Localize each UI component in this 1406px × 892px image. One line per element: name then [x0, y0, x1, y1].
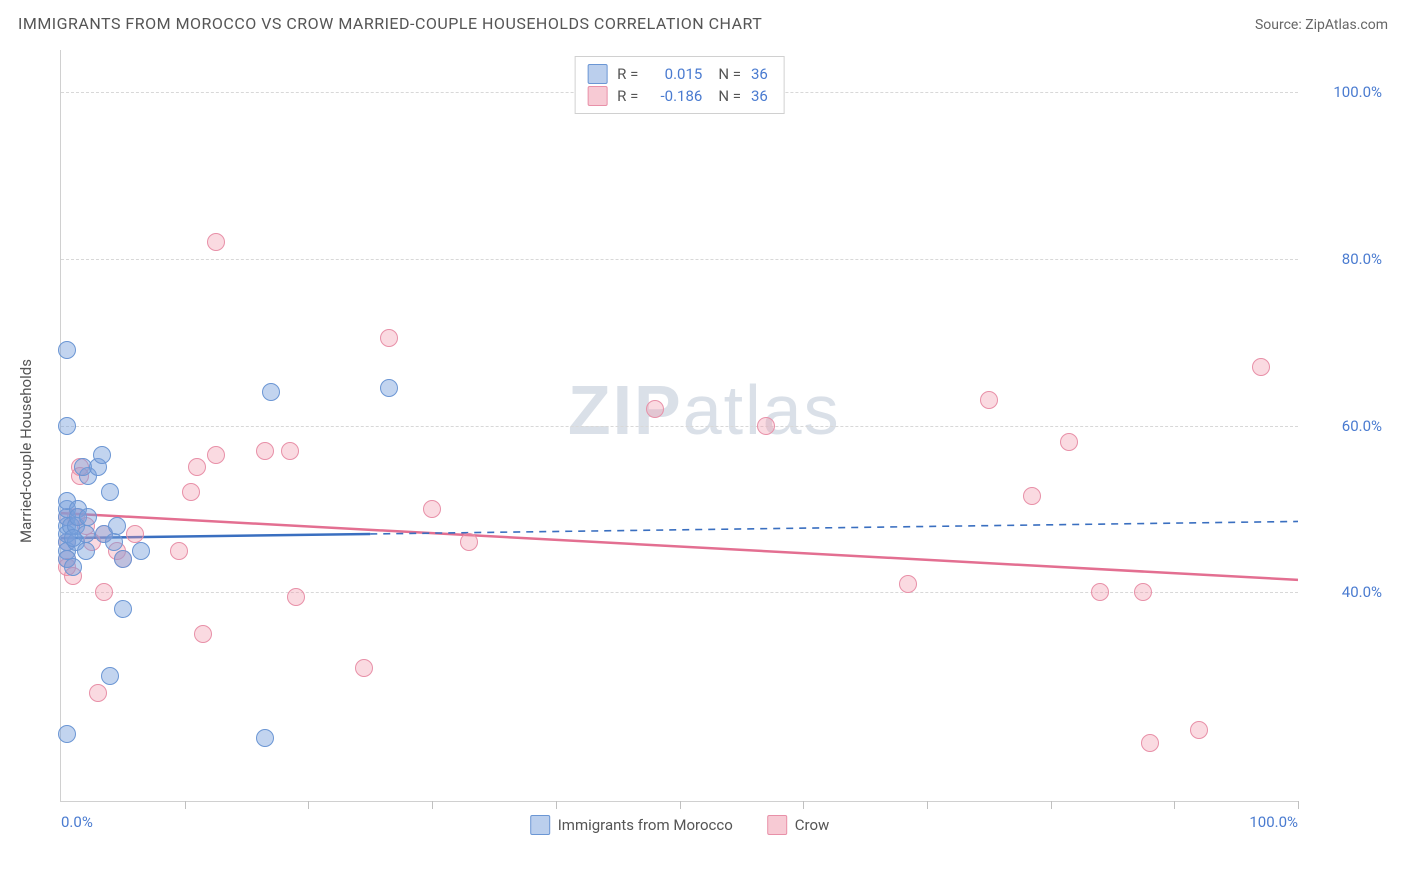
data-point [114, 600, 132, 618]
swatch-pink-icon [767, 815, 787, 835]
data-point [1141, 734, 1159, 752]
data-point [132, 542, 150, 560]
correlation-legend: R = 0.015 N = 36 R = -0.186 N = 36 [574, 56, 785, 114]
data-point [58, 341, 76, 359]
data-point [262, 383, 280, 401]
x-tick [556, 801, 557, 809]
data-point [170, 542, 188, 560]
x-axis-max-label: 100.0% [1249, 813, 1298, 831]
data-point [1134, 583, 1152, 601]
grid-line [61, 259, 1298, 260]
data-point [1091, 583, 1109, 601]
chart-title: IMMIGRANTS FROM MOROCCO VS CROW MARRIED-… [18, 14, 762, 33]
data-point [355, 659, 373, 677]
x-tick [1298, 801, 1299, 809]
data-point [182, 483, 200, 501]
data-point [194, 625, 212, 643]
x-tick [1051, 801, 1052, 809]
data-point [1023, 487, 1041, 505]
data-point [64, 558, 82, 576]
data-point [207, 233, 225, 251]
grid-line [61, 426, 1298, 427]
data-point [126, 525, 144, 543]
data-point [93, 446, 111, 464]
x-tick [308, 801, 309, 809]
data-point [79, 508, 97, 526]
data-point [64, 529, 82, 547]
data-point [380, 329, 398, 347]
x-tick [803, 801, 804, 809]
x-tick [185, 801, 186, 809]
swatch-blue-icon [587, 64, 607, 84]
data-point [188, 458, 206, 476]
data-point [256, 442, 274, 460]
data-point [105, 533, 123, 551]
legend-row-series-b: R = -0.186 N = 36 [587, 85, 768, 107]
data-point [646, 400, 664, 418]
x-tick [432, 801, 433, 809]
data-point [108, 517, 126, 535]
y-tick-label: 60.0% [1306, 417, 1382, 435]
data-point [287, 588, 305, 606]
grid-line [61, 592, 1298, 593]
data-point [89, 684, 107, 702]
data-point [95, 583, 113, 601]
swatch-blue-icon [530, 815, 550, 835]
data-point [757, 417, 775, 435]
data-point [1060, 433, 1078, 451]
data-point [980, 391, 998, 409]
data-point [207, 446, 225, 464]
data-point [1190, 721, 1208, 739]
legend-item-series-a: Immigrants from Morocco [530, 815, 733, 835]
y-tick-label: 100.0% [1306, 83, 1382, 101]
x-axis-min-label: 0.0% [61, 813, 93, 831]
y-tick-label: 40.0% [1306, 583, 1382, 601]
legend-item-series-b: Crow [767, 815, 830, 835]
x-tick [1174, 801, 1175, 809]
plot-container: Married-couple Households ZIPatlas R = 0… [32, 50, 1388, 852]
plot-area: ZIPatlas R = 0.015 N = 36 R = -0.186 N =… [60, 50, 1298, 802]
data-point [460, 533, 478, 551]
data-point [101, 483, 119, 501]
y-axis-label: Married-couple Households [17, 359, 35, 543]
data-point [899, 575, 917, 593]
y-tick-label: 80.0% [1306, 250, 1382, 268]
watermark: ZIPatlas [568, 370, 841, 450]
data-point [58, 725, 76, 743]
swatch-pink-icon [587, 86, 607, 106]
data-point [114, 550, 132, 568]
data-point [101, 667, 119, 685]
series-legend: Immigrants from Morocco Crow [530, 815, 830, 835]
data-point [380, 379, 398, 397]
legend-row-series-a: R = 0.015 N = 36 [587, 63, 768, 85]
x-tick [680, 801, 681, 809]
data-point [1252, 358, 1270, 376]
data-point [423, 500, 441, 518]
source-label: Source: ZipAtlas.com [1255, 17, 1388, 33]
x-tick [927, 801, 928, 809]
data-point [58, 417, 76, 435]
data-point [281, 442, 299, 460]
data-point [256, 729, 274, 747]
